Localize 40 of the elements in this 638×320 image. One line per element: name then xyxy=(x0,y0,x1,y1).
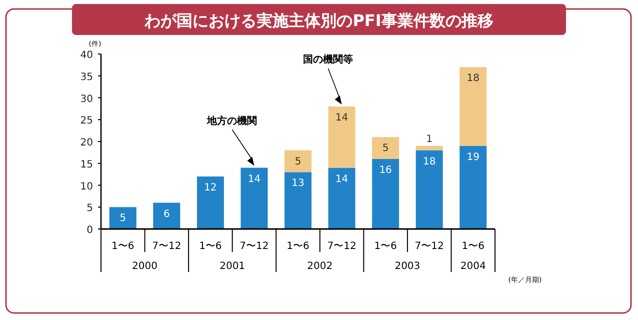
text: 2001 xyxy=(220,261,246,272)
x-tick-label: 1〜6 xyxy=(462,241,484,252)
data-label: 12 xyxy=(204,182,217,194)
data-label: 5 xyxy=(382,143,389,154)
y-tick-label: 15 xyxy=(80,159,93,170)
y-tick-label: 5 xyxy=(86,203,93,214)
text: 2000 xyxy=(132,261,158,272)
data-label: 18 xyxy=(466,73,480,84)
chart-title: わが国における実施主体別のPFI事業件数の推移 xyxy=(144,11,494,30)
x-tick-label: 1〜6 xyxy=(112,241,134,252)
y-tick-label: 35 xyxy=(80,72,93,83)
data-label: 14 xyxy=(335,112,348,124)
text: 2003 xyxy=(394,261,420,272)
text: 2004 xyxy=(460,261,486,272)
y-tick-label: 10 xyxy=(80,181,93,192)
x-tick-label: 7〜12 xyxy=(240,241,269,252)
x-tick-label: 7〜12 xyxy=(327,241,356,252)
y-tick-label: 20 xyxy=(80,138,93,148)
data-label: 6 xyxy=(163,208,170,220)
data-label: 19 xyxy=(466,152,480,163)
data-label: 14 xyxy=(335,174,348,185)
data-label: 13 xyxy=(292,178,304,190)
text: 2002 xyxy=(307,261,333,272)
data-label: 5 xyxy=(294,156,302,168)
data-label: 14 xyxy=(248,174,261,185)
data-label: 16 xyxy=(379,165,392,176)
y-tick-label: 30 xyxy=(80,94,93,105)
text: 地方の機関 xyxy=(206,114,258,127)
x-tick-label: 7〜12 xyxy=(152,241,182,252)
data-label: 5 xyxy=(120,213,126,224)
y-tick-label: 0 xyxy=(86,225,93,236)
data-label: 1 xyxy=(426,134,433,145)
y-tick-label: 25 xyxy=(80,116,93,127)
x-tick-label: 1〜6 xyxy=(374,241,397,252)
y-tick-label: 40 xyxy=(80,50,93,61)
text: 国の機関等 xyxy=(303,54,354,66)
x-tick-label: 1〜6 xyxy=(199,241,222,252)
x-tick-label: 1〜6 xyxy=(286,241,310,252)
x-tick-label: 7〜12 xyxy=(414,241,444,252)
data-label: 18 xyxy=(422,156,436,168)
